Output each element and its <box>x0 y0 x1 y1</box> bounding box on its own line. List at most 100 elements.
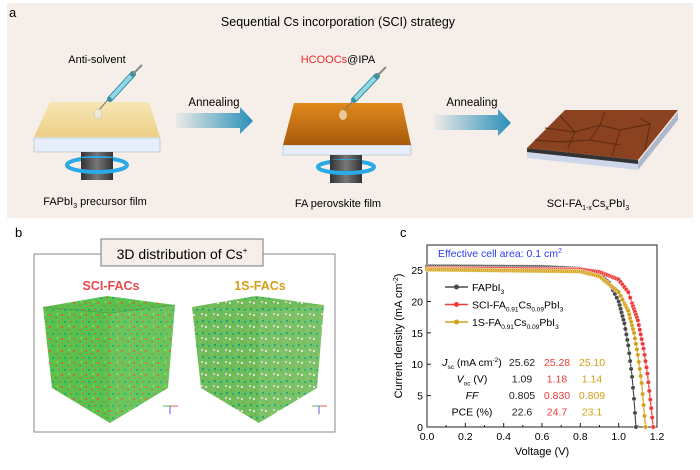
panel-b-label: b <box>15 225 22 240</box>
row-label: PCE (%) <box>452 407 493 419</box>
x-tick-label: 1.2 <box>650 431 665 443</box>
table-row: Jsc (mA cm-2) 25.62 25.28 25.10 <box>441 357 605 371</box>
x-tick-label: 0.6 <box>535 431 550 443</box>
legend-marker <box>454 284 459 290</box>
table-cell: 1.18 <box>547 374 568 386</box>
legend-label: SCI-FA0.91Cs0.09PbI3 <box>472 300 564 314</box>
data-point <box>637 327 643 333</box>
row-label: Jsc (mA cm-2) <box>441 357 502 371</box>
precursor-film-illustration: Anti-solvent FAPbI3 precursor film <box>33 54 161 210</box>
hcoocs-ipa-label: HCOOCs@IPA <box>301 54 376 66</box>
sci-film-label: SCI-FA1-xCsxPbI3 <box>547 198 630 212</box>
y-tick-label: 0 <box>417 422 423 434</box>
annealing-arrow-2: Annealing <box>434 97 511 136</box>
data-point <box>648 405 654 411</box>
sci-facs-label: SCI-FACs <box>83 279 140 293</box>
performance-table: Jsc (mA cm-2) 25.62 25.28 25.10 Voc (V) 1.09 1… <box>441 357 605 419</box>
legend-marker <box>454 319 459 325</box>
data-point <box>641 346 646 351</box>
y-tick-label: 10 <box>411 359 423 371</box>
table-cell: 25.62 <box>509 357 535 369</box>
legend-item: SCI-FA0.91Cs0.09PbI3 <box>445 300 564 314</box>
syringe-icon <box>98 64 143 111</box>
data-point <box>622 321 627 326</box>
series-line <box>426 265 637 428</box>
panel-c-label: c <box>400 225 407 240</box>
y-tick-label: 5 <box>417 391 423 403</box>
table-row: FF 0.805 0.830 0.809 <box>466 390 606 402</box>
data-point <box>630 385 636 391</box>
sci-facs-cube <box>42 296 176 423</box>
data-point <box>633 424 639 430</box>
axis-triad-icon <box>163 405 327 414</box>
syringe-icon <box>343 66 387 112</box>
series-2 <box>424 267 648 430</box>
droplet-icon <box>339 110 347 120</box>
data-point <box>633 341 639 347</box>
data-point <box>649 415 655 420</box>
data-point <box>614 295 620 301</box>
table-cell: 1.09 <box>512 374 533 386</box>
data-point <box>631 330 637 336</box>
annealing-label: Annealing <box>188 97 239 109</box>
1s-facs-cube <box>192 296 324 423</box>
table-cell: 0.809 <box>579 390 605 402</box>
y-axis-label: Current density (mA cm-2) <box>393 274 405 399</box>
data-point <box>642 352 647 358</box>
legend-item: FAPbI3 <box>445 282 505 296</box>
table-cell: 0.830 <box>544 390 570 402</box>
y-tick-label: 15 <box>411 328 423 340</box>
series-1 <box>424 265 656 430</box>
x-axis-label: Voltage (V) <box>515 446 569 458</box>
x-tick-label: 0.2 <box>458 431 473 443</box>
data-point <box>632 410 638 416</box>
precursor-film-label: FAPbI3 precursor film <box>43 196 147 210</box>
data-point <box>632 335 638 341</box>
legend-item: 1S-FA0.91Cs0.09PbI3 <box>445 317 559 331</box>
data-point <box>642 413 647 419</box>
1s-facs-label: 1S-FACs <box>234 279 285 293</box>
anti-solvent-label: Anti-solvent <box>68 54 125 66</box>
data-point <box>631 396 637 402</box>
table-cell: 22.6 <box>512 407 533 419</box>
panel-a: a Sequential Cs incorporation (SCI) stra… <box>7 3 693 218</box>
data-point <box>645 371 650 377</box>
row-label: FF <box>466 390 479 402</box>
grain-boundaries <box>534 111 651 157</box>
table-cell: 0.805 <box>509 390 535 402</box>
data-point <box>635 317 641 323</box>
data-point <box>626 350 632 356</box>
legend: FAPbI3 SCI-FA0.91Cs0.09PbI3 1S-FA0.91Cs0.0… <box>445 282 564 331</box>
data-point <box>628 366 634 372</box>
arrow-icon <box>434 109 511 136</box>
data-point <box>629 374 635 380</box>
data-point <box>620 297 625 302</box>
data-point <box>625 343 631 348</box>
data-point <box>634 346 640 352</box>
data-point <box>640 341 646 347</box>
panel-b-title: 3D distribution of Cs+ <box>117 246 248 262</box>
table-cell: 25.10 <box>579 357 605 369</box>
data-point <box>650 424 656 430</box>
data-point <box>616 289 622 295</box>
row-label: Voc (V) <box>457 374 488 388</box>
data-point <box>640 391 646 397</box>
data-point <box>641 402 646 408</box>
annealing-arrow-1: Annealing <box>176 97 253 134</box>
x-tick-label: 0.0 <box>420 431 435 443</box>
data-point <box>618 293 623 299</box>
panel-a-title: Sequential Cs incorporation (SCI) strate… <box>221 15 456 29</box>
fa-perovskite-film-illustration: HCOOCs@IPA FA perovskite film <box>282 54 412 210</box>
data-point <box>637 366 643 372</box>
panel-b: b 3D distribution of Cs+ SCI-FACs 1S-FAC… <box>15 225 336 433</box>
data-point <box>636 322 642 328</box>
data-point <box>627 295 633 301</box>
cell-area-annotation: Effective cell area: 0.1 cm2 <box>438 248 562 260</box>
legend-label: FAPbI3 <box>472 282 505 296</box>
table-cell: 1.14 <box>582 374 603 386</box>
arrow-icon <box>176 107 253 134</box>
data-point <box>636 359 642 365</box>
data-point <box>644 364 649 370</box>
